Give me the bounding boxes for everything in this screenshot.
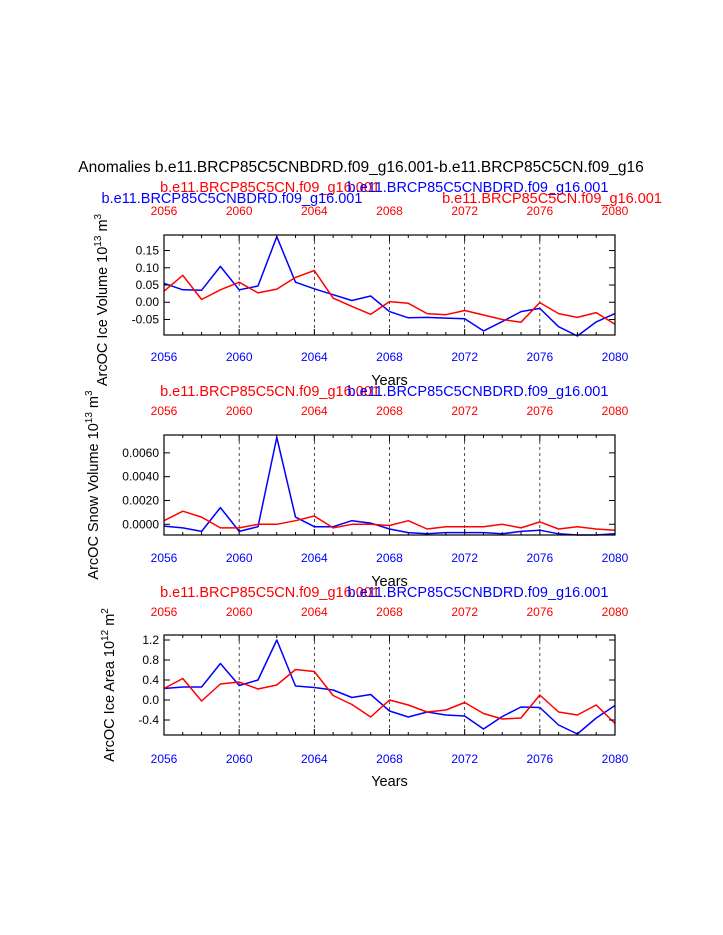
x-tick-label: 2064	[301, 551, 328, 565]
figure-title: Anomalies b.e11.BRCP85C5CNBDRD.f09_g16.0…	[78, 159, 644, 176]
x-axis-label: Years	[371, 774, 408, 790]
panel-top-title: b.e11.BRCP85C5CN.f09_g16.001	[160, 180, 380, 196]
x-tick-label: 2076	[526, 551, 553, 565]
x-tick-label: 2072	[451, 350, 478, 364]
x-tick-label-top: 2080	[602, 605, 629, 619]
y-tick-label: 0.15	[136, 244, 160, 258]
series-line	[163, 269, 616, 325]
x-tick-label-top: 2064	[301, 404, 328, 418]
y-axis-label: ArcOC Snow Volume 1013 m3	[84, 390, 102, 580]
x-tick-label-top: 2068	[376, 204, 403, 218]
x-tick-label-top: 2064	[301, 204, 328, 218]
x-tick-label: 2060	[226, 752, 253, 766]
x-tick-label-top: 2076	[526, 404, 553, 418]
panels-group: b.e11.BRCP85C5CN.f09_g16.001b.e11.BRCP85…	[84, 180, 662, 790]
y-tick-label: 0.0060	[122, 446, 159, 460]
y-axis-label-exponent: 2	[100, 608, 111, 614]
x-tick-label-top: 2060	[226, 404, 253, 418]
y-tick-label: 1.2	[142, 633, 159, 647]
x-tick-label: 2072	[451, 551, 478, 565]
x-tick-label: 2076	[526, 350, 553, 364]
y-axis-label-exponent: 13	[84, 412, 95, 424]
x-tick-label-top: 2080	[602, 204, 629, 218]
chart-panel-ice-area: b.e11.BRCP85C5CN.f09_g16.001b.e11.BRCP85…	[100, 585, 629, 790]
y-tick-label: 0.05	[136, 278, 160, 292]
x-tick-label: 2056	[151, 752, 178, 766]
x-tick-label-top: 2056	[151, 404, 178, 418]
x-tick-label-top: 2056	[151, 204, 178, 218]
x-tick-label: 2056	[151, 551, 178, 565]
y-axis-label-part: ArcOC Ice Area 10	[102, 641, 118, 762]
y-axis-label-exponent: 12	[100, 629, 111, 641]
panel-top-title: b.e11.BRCP85C5CNBDRD.f09_g16.001	[348, 585, 609, 601]
x-tick-label-top: 2068	[376, 605, 403, 619]
y-axis-label-exponent: 13	[93, 235, 104, 247]
x-tick-label-top: 2060	[226, 605, 253, 619]
x-tick-label: 2080	[602, 551, 629, 565]
x-tick-label-top: 2060	[226, 204, 253, 218]
chart-panel-ice-volume: b.e11.BRCP85C5CN.f09_g16.001b.e11.BRCP85…	[93, 180, 662, 389]
y-axis-label-part: m	[86, 396, 102, 412]
series-line	[163, 510, 616, 531]
panel-top-title: b.e11.BRCP85C5CNBDRD.f09_g16.001	[102, 191, 363, 207]
x-tick-label: 2068	[376, 350, 403, 364]
y-tick-label: -0.4	[138, 713, 159, 727]
y-tick-label: -0.05	[132, 312, 160, 326]
x-tick-label: 2076	[526, 752, 553, 766]
x-tick-label-top: 2076	[526, 605, 553, 619]
y-tick-label: 0.10	[136, 261, 160, 275]
x-tick-label: 2056	[151, 350, 178, 364]
x-tick-label: 2080	[602, 350, 629, 364]
panel-top-title: b.e11.BRCP85C5CNBDRD.f09_g16.001	[348, 180, 609, 196]
x-tick-label-top: 2080	[602, 404, 629, 418]
x-tick-label-top: 2072	[451, 204, 478, 218]
y-axis-label-exponent: 3	[93, 213, 104, 219]
y-axis-label-part: m	[95, 219, 111, 235]
y-tick-label: 0.0	[142, 693, 159, 707]
y-tick-label: 0.8	[142, 653, 159, 667]
series-line	[163, 668, 616, 725]
y-axis-label-part: ArcOC Snow Volume 10	[86, 423, 102, 579]
y-tick-label: 0.0020	[122, 493, 159, 507]
x-tick-label: 2060	[226, 350, 253, 364]
y-axis-label: ArcOC Ice Area 1012 m2	[100, 608, 118, 762]
x-tick-label-top: 2056	[151, 605, 178, 619]
x-tick-label-top: 2076	[526, 204, 553, 218]
x-tick-label-top: 2064	[301, 605, 328, 619]
y-axis-label-exponent: 3	[84, 390, 95, 396]
panel-top-title: b.e11.BRCP85C5CN.f09_g16.001	[442, 191, 662, 207]
y-axis-label-part: m	[102, 614, 118, 630]
y-tick-label: 0.0040	[122, 470, 159, 484]
x-tick-label: 2064	[301, 752, 328, 766]
x-tick-label: 2060	[226, 551, 253, 565]
y-tick-label: 0.00	[136, 295, 160, 309]
x-tick-label: 2068	[376, 551, 403, 565]
y-axis-label: ArcOC Ice Volume 1013 m3	[93, 213, 111, 386]
chart-panel-snow-volume: b.e11.BRCP85C5CN.f09_g16.001b.e11.BRCP85…	[84, 384, 629, 590]
series-line	[163, 639, 616, 735]
x-axis-label: Years	[371, 373, 408, 389]
x-tick-label: 2072	[451, 752, 478, 766]
x-tick-label: 2080	[602, 752, 629, 766]
x-tick-label-top: 2068	[376, 404, 403, 418]
x-axis-label: Years	[371, 574, 408, 590]
series-line	[163, 235, 616, 337]
y-tick-label: 0.4	[142, 673, 159, 687]
panel-top-title: b.e11.BRCP85C5CN.f09_g16.001	[160, 384, 380, 400]
panel-top-title: b.e11.BRCP85C5CN.f09_g16.001	[160, 585, 380, 601]
y-axis-label-part: ArcOC Ice Volume 10	[95, 247, 111, 386]
x-tick-label: 2068	[376, 752, 403, 766]
panel-top-title: b.e11.BRCP85C5CNBDRD.f09_g16.001	[348, 384, 609, 400]
x-tick-label: 2064	[301, 350, 328, 364]
x-tick-label-top: 2072	[451, 404, 478, 418]
y-tick-label: 0.0000	[122, 517, 159, 531]
x-tick-label-top: 2072	[451, 605, 478, 619]
